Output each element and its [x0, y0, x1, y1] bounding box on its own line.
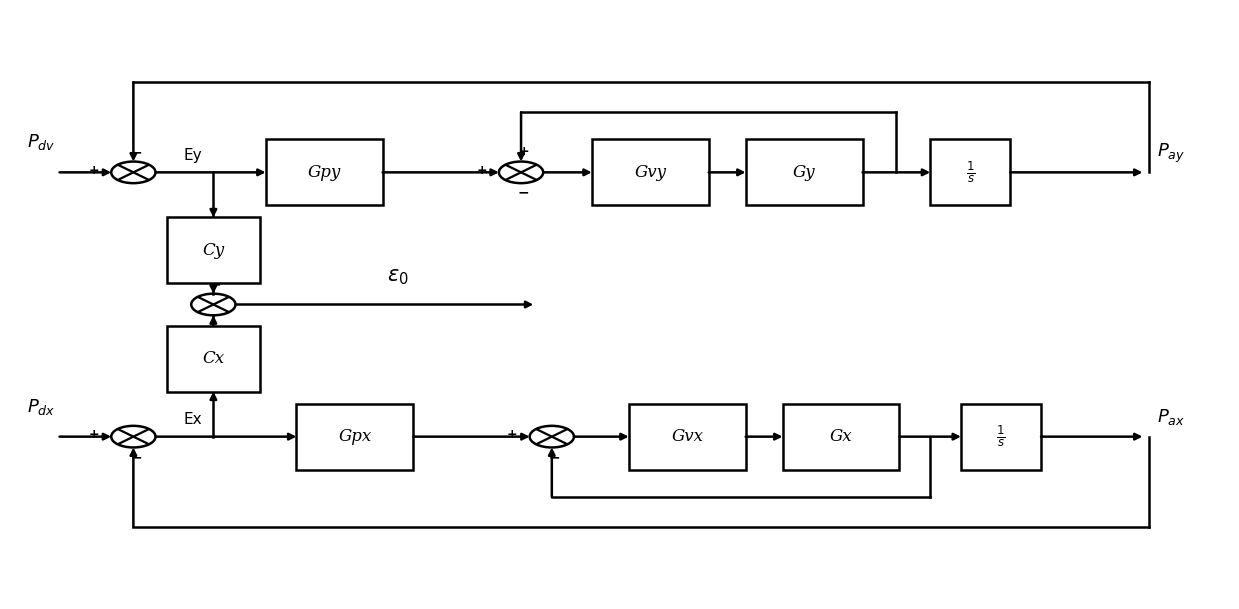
Text: Gy: Gy [793, 164, 815, 181]
Text: $\frac{1}{s}$: $\frac{1}{s}$ [996, 424, 1006, 449]
Text: +: + [476, 164, 487, 177]
Text: Cy: Cy [202, 242, 224, 259]
FancyBboxPatch shape [166, 217, 260, 283]
Text: −: − [211, 278, 222, 292]
Text: Gx: Gx [830, 428, 852, 445]
Text: Gpx: Gpx [338, 428, 372, 445]
FancyBboxPatch shape [783, 404, 900, 470]
FancyBboxPatch shape [265, 139, 383, 205]
Text: $P_{dx}$: $P_{dx}$ [27, 396, 56, 417]
Text: Gvy: Gvy [634, 164, 667, 181]
FancyBboxPatch shape [592, 139, 709, 205]
Text: $P_{ay}$: $P_{ay}$ [1157, 141, 1184, 164]
Text: +: + [507, 428, 518, 442]
Text: +: + [89, 428, 99, 442]
Text: Gpy: Gpy [307, 164, 341, 181]
Text: $P_{ax}$: $P_{ax}$ [1157, 407, 1184, 428]
FancyBboxPatch shape [930, 139, 1010, 205]
Text: −: − [130, 145, 141, 159]
Text: Cx: Cx [202, 350, 224, 367]
Text: +: + [89, 164, 99, 177]
FancyBboxPatch shape [296, 404, 414, 470]
Text: −: − [518, 186, 529, 200]
Text: Ey: Ey [183, 148, 202, 163]
Text: $\varepsilon_0$: $\varepsilon_0$ [387, 267, 409, 287]
FancyBboxPatch shape [628, 404, 746, 470]
Text: Gvx: Gvx [672, 428, 704, 445]
Text: +: + [518, 146, 529, 158]
Text: −: − [549, 450, 560, 464]
Text: Ex: Ex [183, 412, 202, 428]
Text: $\frac{1}{s}$: $\frac{1}{s}$ [965, 160, 975, 185]
Text: $P_{dv}$: $P_{dv}$ [27, 132, 56, 152]
FancyBboxPatch shape [961, 404, 1041, 470]
FancyBboxPatch shape [746, 139, 862, 205]
Text: −: − [130, 450, 141, 464]
FancyBboxPatch shape [166, 326, 260, 392]
